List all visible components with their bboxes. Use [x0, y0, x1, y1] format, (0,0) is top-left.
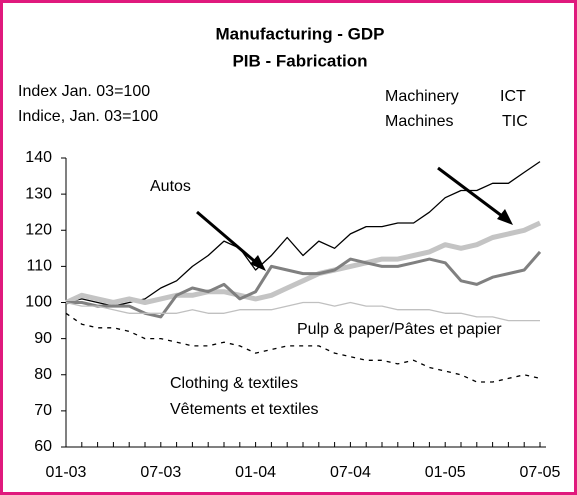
series-line	[65, 161, 541, 307]
arrow	[437, 166, 507, 221]
annotation: ICT	[500, 88, 526, 105]
arrow-head	[497, 209, 513, 225]
series-line	[64, 220, 542, 305]
y-axis-label: Index Jan. 03=100	[18, 83, 150, 100]
series-line	[65, 312, 541, 383]
y-tick-label: 100	[25, 294, 52, 311]
arrow-head	[250, 255, 266, 271]
y-axis-label: Indice, Jan. 03=100	[18, 108, 158, 125]
annotation: Vêtements et textiles	[170, 401, 319, 418]
annotation: Machines	[385, 113, 453, 130]
y-tick-label: 130	[25, 185, 52, 202]
x-tick-label: 07-03	[140, 464, 181, 481]
y-tick-label: 120	[25, 221, 52, 238]
annotation: Machinery	[385, 88, 459, 105]
annotation: TIC	[502, 113, 528, 130]
y-tick-label: 140	[25, 149, 52, 166]
y-tick-label: 70	[34, 402, 52, 419]
x-tick-label: 01-03	[46, 464, 87, 481]
chart-title: PIB - Fabrication	[232, 51, 367, 70]
series-line	[65, 301, 540, 322]
arrow	[196, 210, 260, 267]
y-tick-label: 90	[34, 330, 52, 347]
y-tick-label: 110	[26, 258, 52, 275]
x-tick-label: 01-05	[425, 464, 466, 481]
annotation: Pulp & paper/Pâtes et papier	[297, 321, 502, 338]
x-tick-label: 01-04	[235, 464, 276, 481]
y-tick-label: 80	[34, 366, 52, 383]
y-tick-label: 60	[34, 438, 52, 455]
chart-title: Manufacturing - GDP	[215, 24, 384, 43]
x-tick-label: 07-05	[520, 464, 561, 481]
annotation: Autos	[150, 178, 191, 195]
annotation: Clothing & textiles	[170, 375, 298, 392]
x-tick-label: 07-04	[330, 464, 371, 481]
